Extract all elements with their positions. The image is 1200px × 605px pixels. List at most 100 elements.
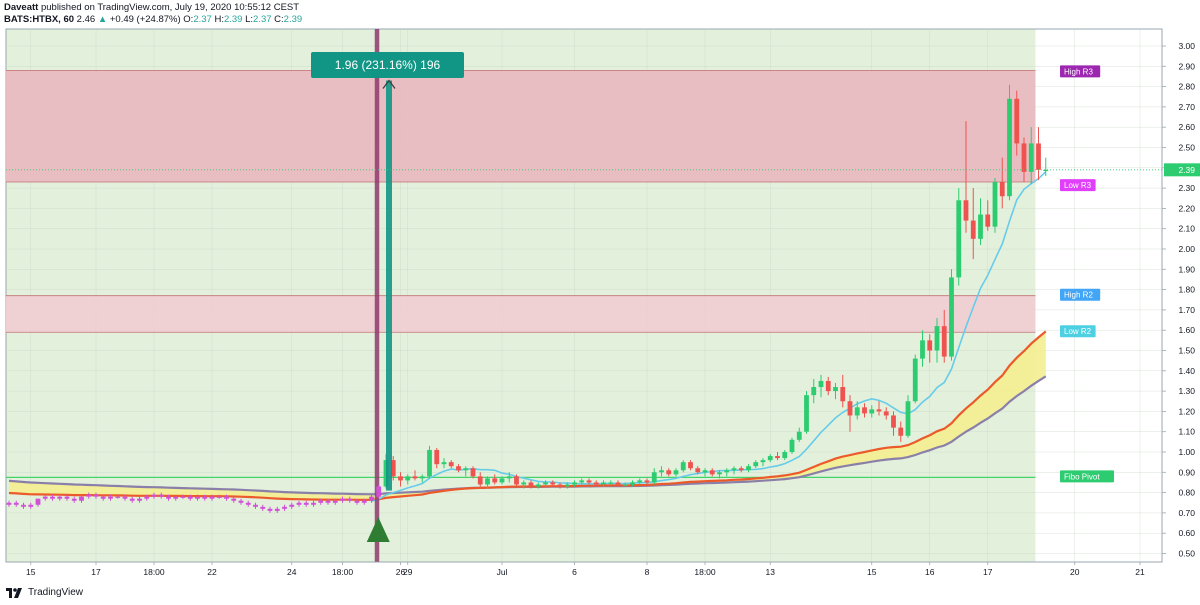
candle-body <box>448 462 454 467</box>
candle-body <box>216 496 222 498</box>
pivot-tag-box <box>1060 179 1096 192</box>
y-tick-label: 1.10 <box>1178 427 1195 437</box>
candle <box>854 401 860 420</box>
pivot-tag-box <box>1060 470 1114 483</box>
candle-body <box>934 326 940 351</box>
candle <box>405 474 411 485</box>
pivot-tag-box <box>1060 325 1096 338</box>
candle-body <box>796 431 802 440</box>
candle-body <box>644 480 650 483</box>
pivot-level-tag: High R3 <box>1060 65 1101 78</box>
candle-body <box>166 496 171 499</box>
candle-body <box>593 482 599 485</box>
candle-body <box>398 476 403 481</box>
y-tick-label: 1.40 <box>1178 366 1195 376</box>
x-tick-label: 18:00 <box>332 567 354 577</box>
candle-body <box>550 482 556 485</box>
candle <box>35 498 41 507</box>
candle-body <box>42 496 48 499</box>
candle-body <box>804 395 809 432</box>
signal-band <box>374 29 380 562</box>
candle-body <box>427 449 432 477</box>
candle-body <box>93 494 99 497</box>
y-tick-label: 3.00 <box>1178 41 1195 51</box>
ema-fast-line <box>8 330 1047 502</box>
tradingview-logo[interactable]: TradingView <box>6 587 83 598</box>
candle <box>456 464 461 473</box>
candle <box>760 458 766 467</box>
candle-body <box>137 498 142 501</box>
candle-body <box>195 496 200 499</box>
x-tick-label: 6 <box>572 567 577 577</box>
candle <box>1007 84 1012 201</box>
candle <box>912 354 918 404</box>
candles <box>6 84 1049 513</box>
candle-body <box>898 427 904 436</box>
candle-body <box>818 380 824 388</box>
y-tick-label: 1.90 <box>1178 264 1195 274</box>
y-tick-label: 2.80 <box>1178 82 1195 92</box>
candle-body <box>477 476 483 485</box>
candle-body <box>514 476 519 485</box>
candle-body <box>731 468 737 471</box>
measure-label-text: 1.96 (231.16%) 196 <box>335 58 441 72</box>
candle <box>644 478 650 485</box>
high-value: 2.39 <box>223 14 243 25</box>
candle <box>398 472 403 487</box>
candle <box>949 269 954 361</box>
candle <box>332 498 338 505</box>
candle-body <box>173 496 179 499</box>
candle-body <box>506 476 512 479</box>
candle <box>601 480 606 487</box>
y-tick-label: 2.10 <box>1178 224 1195 234</box>
candle-body <box>673 470 679 475</box>
candle-body <box>709 470 715 475</box>
candle-body <box>869 409 875 414</box>
candle <box>550 480 556 487</box>
y-tick-label: 2.20 <box>1178 203 1195 213</box>
candle <box>274 506 280 513</box>
candle-body <box>180 496 186 498</box>
candle <box>318 498 324 505</box>
candle-body <box>245 502 251 505</box>
candle-body <box>13 502 19 505</box>
candle <box>528 480 534 489</box>
candle <box>847 395 853 432</box>
candle <box>753 460 759 469</box>
symbol-info: BATS:HTBX, 60 2.46 ▲ +0.49 (+24.87%) O:2… <box>4 14 302 26</box>
y-axis[interactable]: 3.002.902.802.702.602.502.402.302.202.10… <box>1162 41 1195 559</box>
candle-body <box>941 326 947 357</box>
author-name[interactable]: Daveatt <box>4 2 39 13</box>
candle <box>789 437 795 455</box>
candle-body <box>572 482 577 485</box>
candle <box>883 407 889 420</box>
y-tick-label: 1.50 <box>1178 346 1195 356</box>
y-tick-label: 1.00 <box>1178 447 1195 457</box>
candle <box>180 494 186 499</box>
y-tick-label: 1.70 <box>1178 305 1195 315</box>
candle-body <box>1021 143 1027 172</box>
candle-body <box>158 494 164 497</box>
candle-body <box>1028 143 1034 172</box>
candle-body <box>775 456 780 459</box>
candle <box>448 460 454 469</box>
candle <box>608 480 614 485</box>
candle <box>311 500 316 507</box>
candle <box>811 378 817 404</box>
candle-body <box>912 358 918 402</box>
measure-label[interactable]: 1.96 (231.16%) 196 <box>311 52 464 78</box>
candle <box>158 492 164 499</box>
candle <box>767 454 773 463</box>
candle <box>978 198 983 245</box>
candle <box>688 460 693 471</box>
candle-body <box>622 484 628 486</box>
candle-body <box>376 486 382 497</box>
candle-body <box>978 214 983 239</box>
candle-body <box>811 387 817 396</box>
candle <box>630 480 635 487</box>
candle <box>376 484 382 499</box>
candle <box>166 494 171 501</box>
candle <box>100 494 106 501</box>
